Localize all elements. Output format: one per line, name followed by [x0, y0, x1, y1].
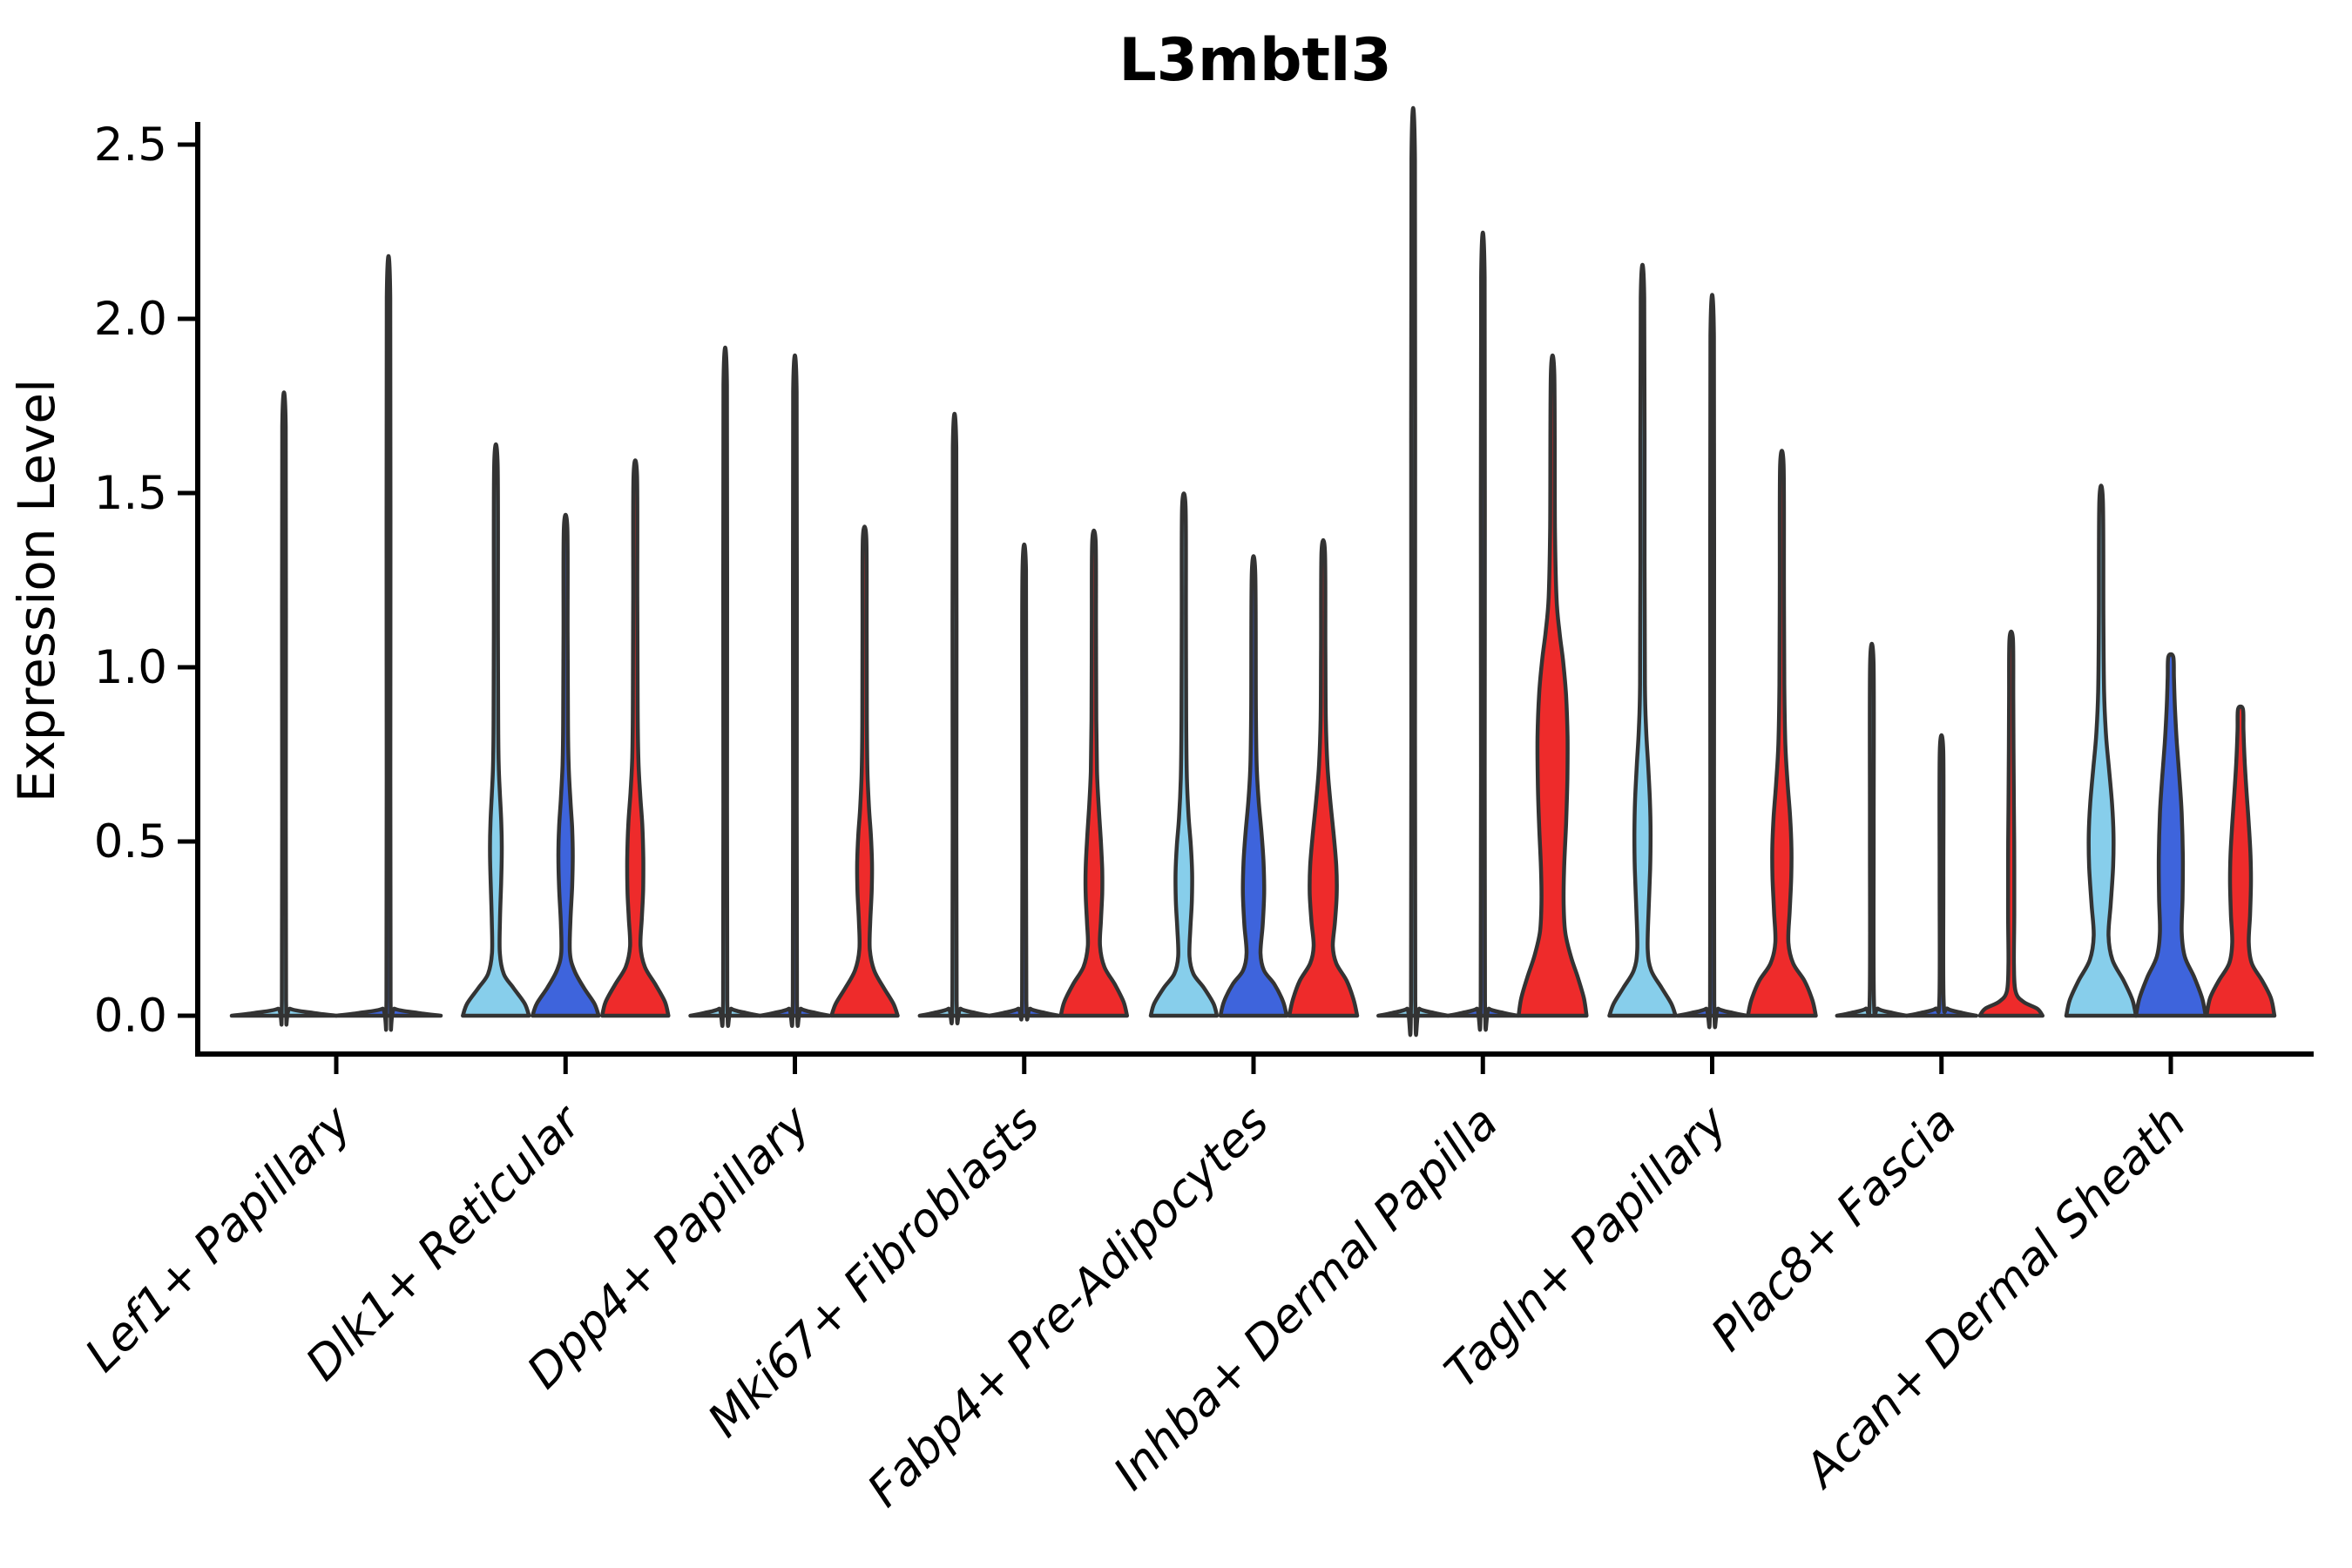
violin-layer — [229, 106, 2277, 1037]
y-tick-label: 0.0 — [94, 990, 167, 1043]
violin-light_blue — [917, 412, 992, 1026]
violin-red — [1746, 449, 1818, 1018]
violin-blue — [2133, 652, 2208, 1018]
violin-light_blue — [1835, 642, 1909, 1018]
violin-blue — [334, 253, 443, 1032]
violin-red — [1517, 353, 1589, 1018]
violin-red — [2204, 704, 2277, 1018]
violin-light_blue — [688, 346, 762, 1029]
violin-group-4 — [917, 412, 1130, 1026]
violin-red — [1058, 528, 1130, 1018]
violin-red — [600, 458, 671, 1018]
violin-group-2 — [461, 443, 671, 1018]
violin-light_blue — [229, 390, 339, 1027]
violin-group-5 — [1148, 491, 1360, 1018]
y-tick-label: 2.5 — [94, 118, 167, 172]
violin-red — [829, 524, 900, 1018]
violin-blue — [1904, 733, 1979, 1018]
violin-group-9 — [2064, 483, 2277, 1018]
violin-blue — [758, 354, 832, 1029]
y-tick-label: 2.0 — [94, 293, 167, 346]
violin-blue — [1446, 230, 1520, 1032]
violin-light_blue — [461, 443, 531, 1018]
violin-light_blue — [2064, 483, 2139, 1018]
plot-title: L3mbtl3 — [1119, 26, 1391, 95]
violin-group-3 — [688, 346, 900, 1029]
violin-group-7 — [1607, 263, 1818, 1030]
violin-blue — [531, 512, 601, 1018]
violin-group-1 — [229, 253, 443, 1032]
violin-light_blue — [1607, 263, 1678, 1018]
violin-group-6 — [1376, 106, 1589, 1037]
violin-red — [1977, 629, 2045, 1018]
violin-blue — [987, 543, 1062, 1022]
violin-group-8 — [1835, 629, 2045, 1018]
y-tick-label: 1.5 — [94, 467, 167, 520]
y-tick-label: 0.5 — [94, 815, 167, 868]
violin-blue — [1218, 554, 1289, 1018]
y-tick-label: 1.0 — [94, 641, 167, 694]
violin-blue — [1675, 293, 1749, 1030]
violin-red — [1287, 537, 1360, 1018]
y-axis-label: Expression Level — [7, 379, 66, 802]
violin-light_blue — [1148, 491, 1220, 1018]
violin-light_blue — [1376, 106, 1450, 1037]
